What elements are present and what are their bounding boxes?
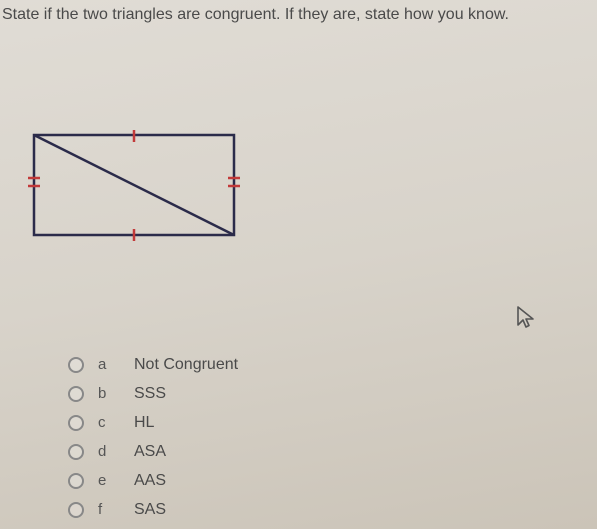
question-text: State if the two triangles are congruent…	[2, 6, 509, 24]
geometry-figure	[16, 130, 251, 255]
radio-icon	[68, 357, 84, 373]
option-label: SSS	[134, 385, 166, 403]
option-label: ASA	[134, 443, 166, 461]
option-e[interactable]: e AAS	[68, 466, 238, 495]
option-label: SAS	[134, 501, 166, 519]
option-letter: d	[84, 443, 134, 460]
option-c[interactable]: c HL	[68, 408, 238, 437]
option-label: Not Congruent	[134, 356, 238, 374]
option-letter: a	[84, 356, 134, 373]
option-d[interactable]: d ASA	[68, 437, 238, 466]
option-a[interactable]: a Not Congruent	[68, 350, 238, 379]
option-letter: f	[84, 501, 134, 518]
radio-icon	[68, 473, 84, 489]
option-letter: c	[84, 414, 134, 431]
option-b[interactable]: b SSS	[68, 379, 238, 408]
radio-icon	[68, 444, 84, 460]
option-label: AAS	[134, 472, 166, 490]
option-letter: e	[84, 472, 134, 489]
cursor-icon	[516, 305, 536, 336]
option-f[interactable]: f SAS	[68, 495, 238, 524]
radio-icon	[68, 415, 84, 431]
radio-icon	[68, 502, 84, 518]
option-label: HL	[134, 414, 154, 432]
answer-options: a Not Congruent b SSS c HL d ASA e AAS f…	[68, 350, 238, 524]
option-letter: b	[84, 385, 134, 402]
radio-icon	[68, 386, 84, 402]
